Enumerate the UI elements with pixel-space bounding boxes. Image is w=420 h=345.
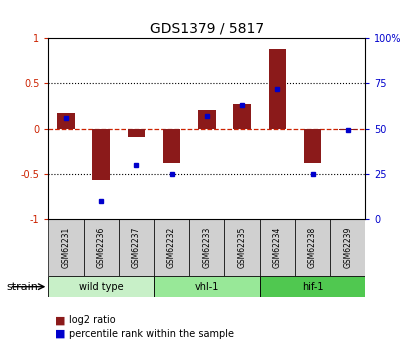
Text: GSM62234: GSM62234 xyxy=(273,227,282,268)
Text: ■: ■ xyxy=(55,329,65,339)
Bar xyxy=(92,128,110,180)
Title: GDS1379 / 5817: GDS1379 / 5817 xyxy=(150,21,264,36)
Text: GSM62236: GSM62236 xyxy=(97,227,106,268)
Bar xyxy=(48,276,154,297)
Text: strain: strain xyxy=(6,282,38,292)
Bar xyxy=(163,128,181,163)
Bar xyxy=(128,128,145,137)
Bar xyxy=(119,219,154,276)
Text: percentile rank within the sample: percentile rank within the sample xyxy=(69,329,234,339)
Bar xyxy=(330,219,365,276)
Bar xyxy=(154,219,189,276)
Text: GSM62238: GSM62238 xyxy=(308,227,317,268)
Text: GSM62239: GSM62239 xyxy=(343,227,352,268)
Text: log2 ratio: log2 ratio xyxy=(69,315,116,325)
Text: GSM62233: GSM62233 xyxy=(202,227,211,268)
Text: ■: ■ xyxy=(55,315,65,325)
Bar xyxy=(189,219,224,276)
Bar xyxy=(260,219,295,276)
Bar xyxy=(154,276,260,297)
Bar xyxy=(198,110,215,128)
Bar xyxy=(304,128,321,163)
Bar xyxy=(339,128,357,130)
Bar xyxy=(233,104,251,128)
Bar xyxy=(224,219,260,276)
Bar xyxy=(295,219,330,276)
Bar xyxy=(48,219,84,276)
Text: GSM62237: GSM62237 xyxy=(132,227,141,268)
Text: GSM62232: GSM62232 xyxy=(167,227,176,268)
Text: GSM62235: GSM62235 xyxy=(238,227,247,268)
Bar xyxy=(260,276,365,297)
Text: hif-1: hif-1 xyxy=(302,282,323,292)
Text: GSM62231: GSM62231 xyxy=(61,227,71,268)
Text: wild type: wild type xyxy=(79,282,123,292)
Bar xyxy=(57,113,75,128)
Bar xyxy=(268,49,286,128)
Text: vhl-1: vhl-1 xyxy=(194,282,219,292)
Bar xyxy=(84,219,119,276)
